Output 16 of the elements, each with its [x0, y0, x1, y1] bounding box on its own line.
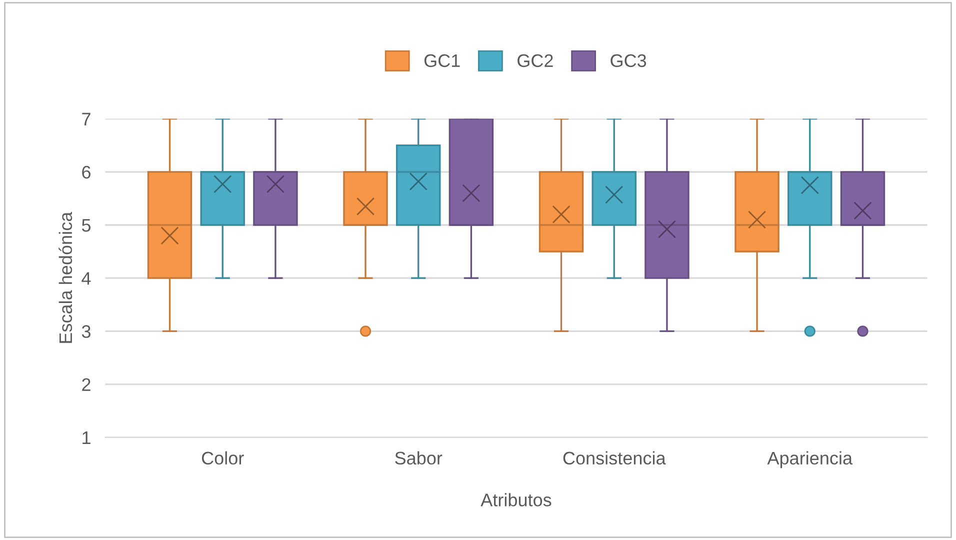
y-tick-label: 4 — [82, 272, 91, 285]
x-tick-label: Color — [202, 451, 244, 465]
y-tick-label: 2 — [82, 378, 90, 391]
x-axis-title: Atributos — [480, 493, 552, 506]
x-tick-label: Consistencia — [563, 451, 666, 465]
y-tick-label: 1 — [82, 432, 90, 444]
y-tick-label: 6 — [82, 166, 90, 179]
y-tick-label: 7 — [82, 112, 90, 126]
y-axis-title: Escala hedónica — [58, 212, 72, 343]
y-tick-label: 5 — [82, 219, 91, 232]
x-tick-label: Apariencia — [767, 451, 853, 468]
legend-label: GC2 — [518, 54, 553, 68]
y-tick-label: 3 — [82, 325, 90, 338]
legend-label: GC1 — [424, 54, 460, 68]
legend-label: GC3 — [610, 54, 646, 68]
x-tick-label: Sabor — [395, 451, 442, 465]
